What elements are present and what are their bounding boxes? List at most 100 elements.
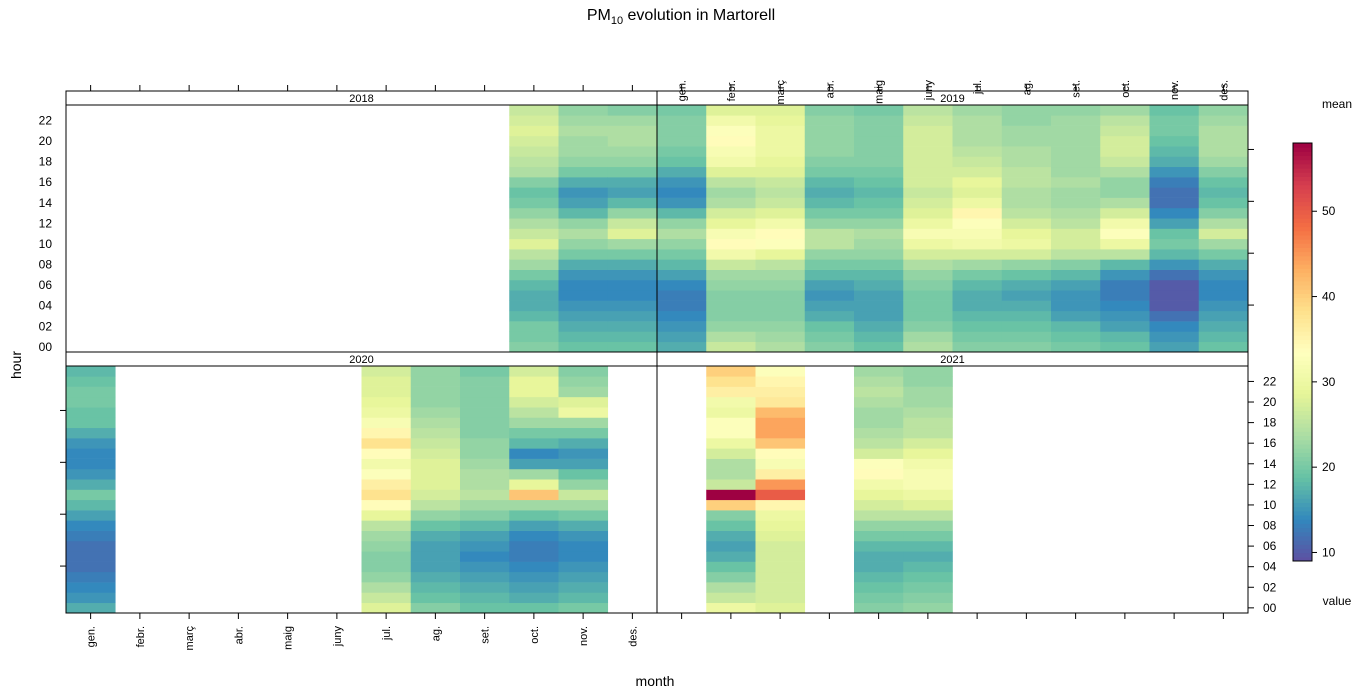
heat-cell bbox=[361, 479, 412, 490]
heat-cell bbox=[706, 259, 756, 270]
heat-cell bbox=[66, 396, 116, 408]
heat-cell bbox=[1051, 300, 1101, 312]
legend-swatch bbox=[1293, 473, 1312, 478]
heat-cell bbox=[509, 386, 559, 398]
heat-cell bbox=[952, 321, 1003, 332]
heat-cell bbox=[607, 187, 658, 198]
heat-cell bbox=[804, 177, 855, 188]
heat-cell bbox=[607, 300, 658, 312]
heat-cell bbox=[361, 499, 412, 511]
heat-cell bbox=[903, 592, 953, 604]
heat-cell bbox=[952, 310, 1003, 322]
heat-cell bbox=[410, 592, 461, 604]
heat-cell bbox=[755, 582, 806, 593]
y-tick-label-left: 04 bbox=[39, 299, 53, 313]
heat-cell bbox=[706, 300, 756, 312]
heat-cell bbox=[657, 105, 707, 116]
heat-cell bbox=[706, 438, 756, 449]
heat-cell bbox=[706, 187, 756, 198]
legend-swatch bbox=[1293, 247, 1312, 253]
heat-cell bbox=[755, 269, 806, 281]
heat-cell bbox=[706, 146, 756, 157]
heat-cell bbox=[903, 321, 953, 332]
y-tick-label-right: 14 bbox=[1263, 457, 1277, 471]
heat-cell bbox=[854, 310, 904, 322]
heat-cell bbox=[854, 489, 904, 501]
heat-cell bbox=[361, 376, 412, 387]
x-tick-label-bottom: gen. bbox=[86, 626, 98, 647]
y-tick-label-right: 06 bbox=[1263, 539, 1277, 553]
legend-swatch bbox=[1293, 360, 1312, 366]
panel-2018: 2018 bbox=[65, 90, 658, 353]
heat-cell bbox=[903, 582, 953, 593]
heat-cell bbox=[657, 187, 707, 198]
heat-cell bbox=[1051, 259, 1101, 270]
heat-cell bbox=[607, 115, 658, 126]
heat-cell bbox=[952, 331, 1003, 343]
heat-cell bbox=[755, 290, 806, 301]
heat-cell bbox=[854, 321, 904, 332]
x-tick-label-top: maig bbox=[874, 80, 886, 104]
heat-cell bbox=[558, 238, 609, 250]
legend-swatch bbox=[1293, 540, 1312, 545]
heat-cell bbox=[509, 125, 559, 137]
legend-swatch bbox=[1293, 306, 1312, 311]
heat-cell bbox=[657, 300, 707, 312]
heat-cell bbox=[1100, 135, 1150, 147]
heat-cell bbox=[903, 571, 953, 583]
heat-cell bbox=[903, 197, 953, 209]
heat-cell bbox=[854, 386, 904, 398]
heat-cell bbox=[854, 105, 904, 116]
heat-cell bbox=[706, 115, 756, 126]
heat-cell bbox=[755, 238, 806, 250]
heat-cell bbox=[509, 105, 559, 116]
heat-cell bbox=[706, 427, 756, 439]
heat-cell bbox=[755, 571, 806, 583]
heat-cell bbox=[706, 571, 756, 583]
heat-cell bbox=[657, 259, 707, 270]
color-legend: 10 20 30 40 50 bbox=[1292, 142, 1336, 562]
heat-cell bbox=[558, 105, 609, 116]
x-tick-label-bottom: maig bbox=[283, 626, 295, 650]
heat-cell bbox=[706, 321, 756, 332]
heat-cell bbox=[1149, 207, 1200, 219]
legend-swatch bbox=[1293, 535, 1312, 541]
heat-cell bbox=[1149, 177, 1200, 188]
heat-cell bbox=[1198, 156, 1249, 168]
x-tick-label-top: ag. bbox=[1021, 80, 1033, 95]
legend-swatch bbox=[1293, 498, 1312, 503]
heat-cell bbox=[903, 290, 953, 301]
heat-cell bbox=[1149, 331, 1200, 343]
heat-cell bbox=[903, 310, 953, 322]
x-tick-label-top: gen. bbox=[677, 80, 689, 101]
heat-cell bbox=[755, 115, 806, 126]
heat-cell bbox=[706, 582, 756, 593]
heat-cell bbox=[903, 551, 953, 562]
legend-swatch bbox=[1293, 188, 1312, 194]
heat-cell bbox=[558, 341, 609, 353]
heat-cell bbox=[854, 207, 904, 219]
panel-strip-label: 2020 bbox=[349, 354, 373, 366]
heat-cell bbox=[1001, 310, 1052, 322]
heat-cell bbox=[558, 187, 609, 198]
heat-cell bbox=[607, 166, 658, 178]
heat-cell bbox=[66, 479, 116, 490]
heat-cell bbox=[509, 510, 559, 521]
legend-swatch bbox=[1293, 197, 1312, 203]
heat-cell bbox=[706, 197, 756, 209]
heat-cell bbox=[509, 499, 559, 511]
heat-cell bbox=[509, 177, 559, 188]
heat-cell bbox=[607, 146, 658, 157]
heat-cell bbox=[558, 300, 609, 312]
x-tick-label-bottom: ag. bbox=[430, 626, 442, 641]
heat-cell bbox=[509, 571, 559, 583]
heat-cell bbox=[607, 156, 658, 168]
heat-cell bbox=[1100, 207, 1150, 219]
legend-swatch bbox=[1293, 402, 1312, 407]
heat-cell bbox=[755, 376, 806, 387]
heat-cell bbox=[558, 166, 609, 178]
heat-cell bbox=[1100, 238, 1150, 250]
heat-cell bbox=[558, 218, 609, 229]
heat-cell bbox=[1001, 166, 1052, 178]
heat-cell bbox=[903, 207, 953, 219]
